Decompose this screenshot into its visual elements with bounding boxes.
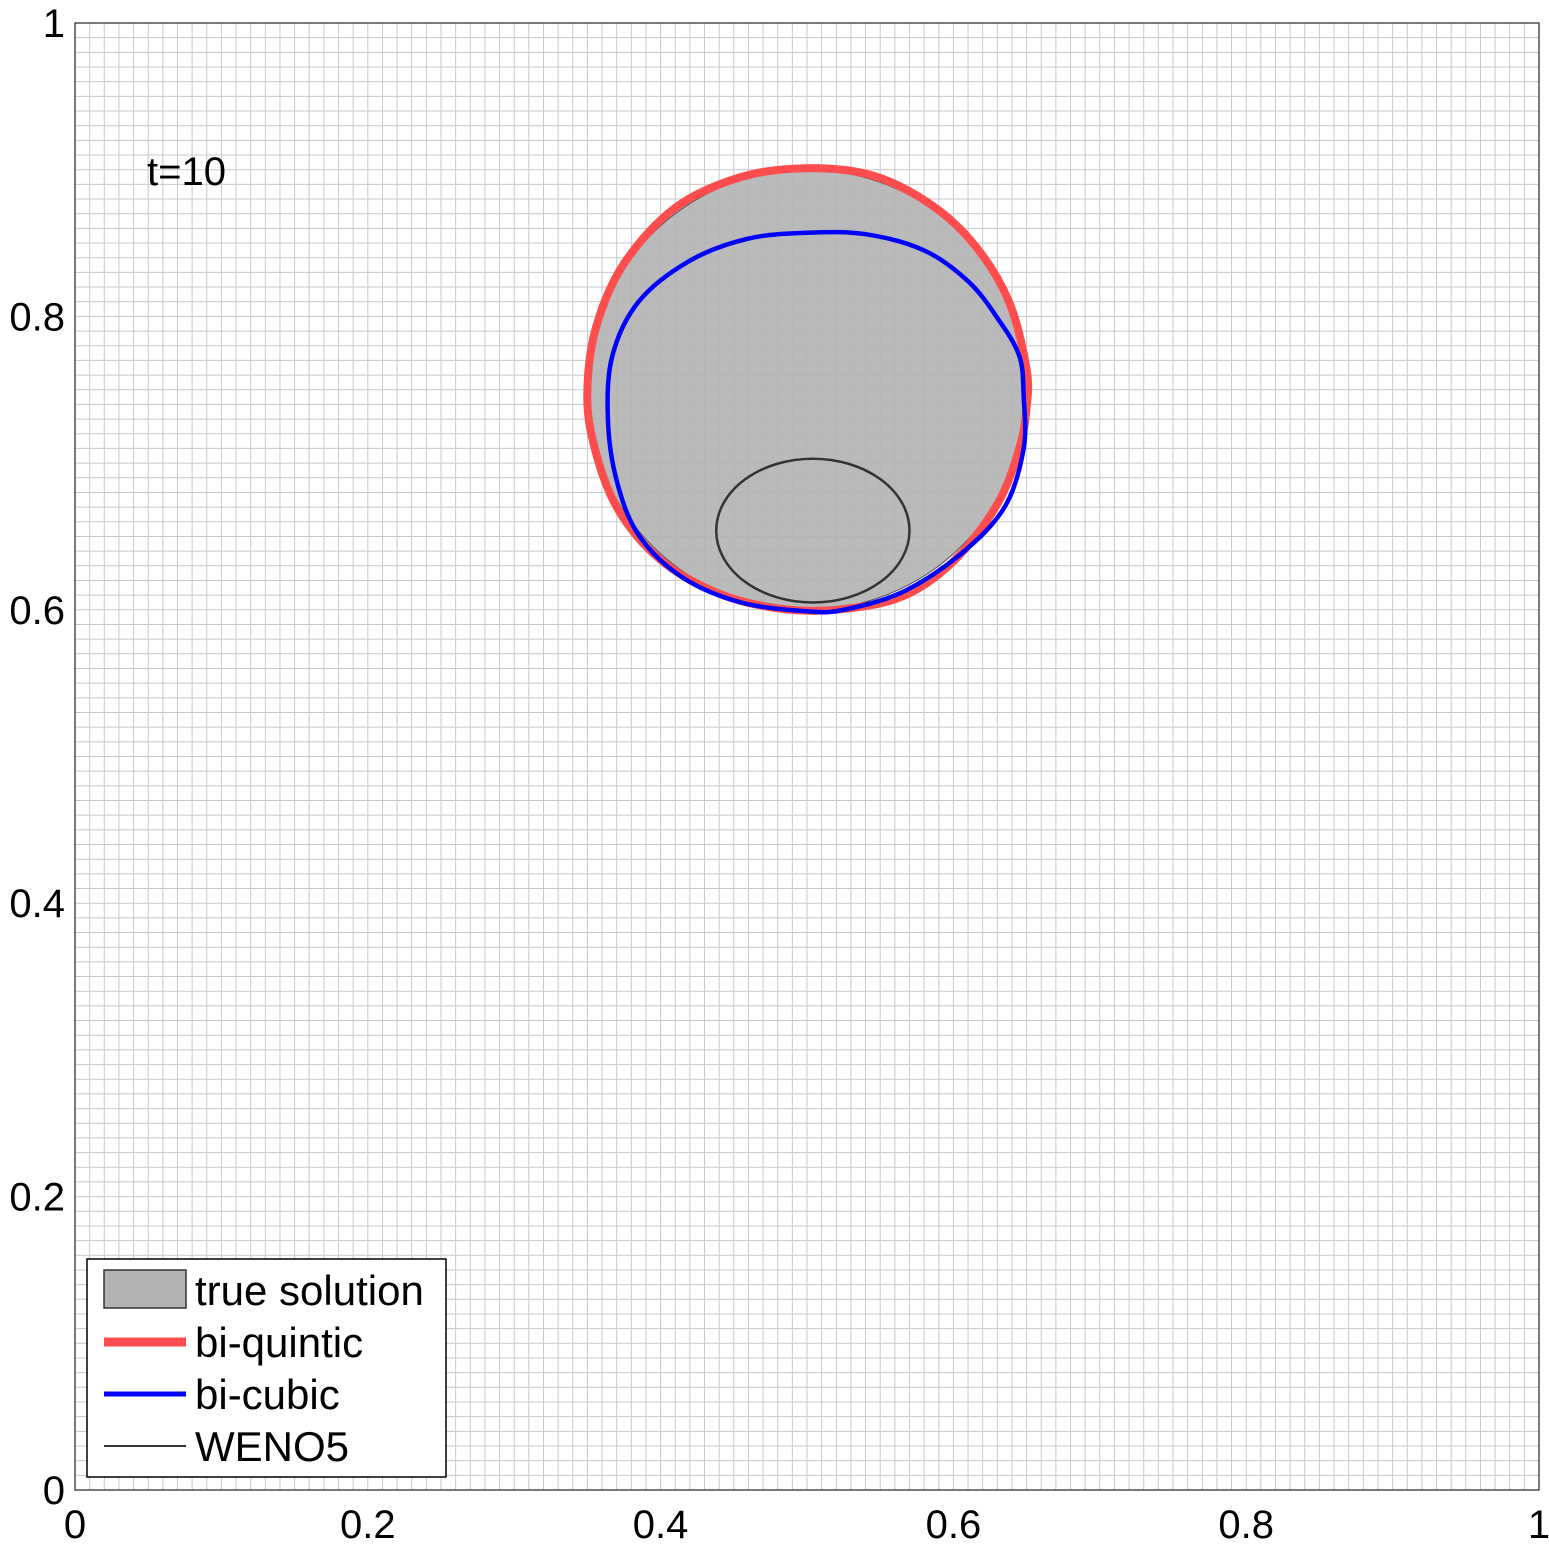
plot-data (583, 164, 1033, 615)
y-tick-label: 1 (43, 2, 65, 46)
legend-label-true-solution: true solution (195, 1267, 424, 1314)
plot-frame (74, 22, 1540, 1491)
legend-label-bi-cubic: bi-cubic (195, 1371, 340, 1418)
axis-ticks: 0 0.2 0.4 0.6 0.8 1 0 0.2 0.4 0.6 0.8 1 (9, 2, 1549, 1547)
x-tick-label: 0.2 (340, 1503, 396, 1547)
series-true-solution (586, 169, 1028, 611)
series-bi-cubic (605, 229, 1028, 615)
x-tick-label: 1 (1528, 1503, 1549, 1547)
x-tick-label: 0.8 (1218, 1503, 1274, 1547)
y-tick-label: 0.2 (9, 1176, 65, 1220)
legend-swatch-true-solution (103, 1269, 187, 1309)
x-tick-label: 0 (64, 1503, 86, 1547)
y-tick-label: 0.8 (9, 295, 65, 339)
y-tick-label: 0.4 (9, 882, 65, 926)
y-tick-label: 0 (43, 1469, 65, 1513)
legend-label-bi-quintic: bi-quintic (195, 1319, 363, 1366)
y-tick-label: 0.6 (9, 589, 65, 633)
legend-label-weno5: WENO5 (195, 1423, 349, 1470)
series-weno5 (714, 457, 911, 604)
legend: true solution bi-quintic bi-cubic WENO5 (86, 1258, 447, 1478)
x-tick-label: 0.4 (633, 1503, 689, 1547)
time-annotation: t=10 (147, 150, 226, 194)
x-tick-label: 0.6 (926, 1503, 982, 1547)
